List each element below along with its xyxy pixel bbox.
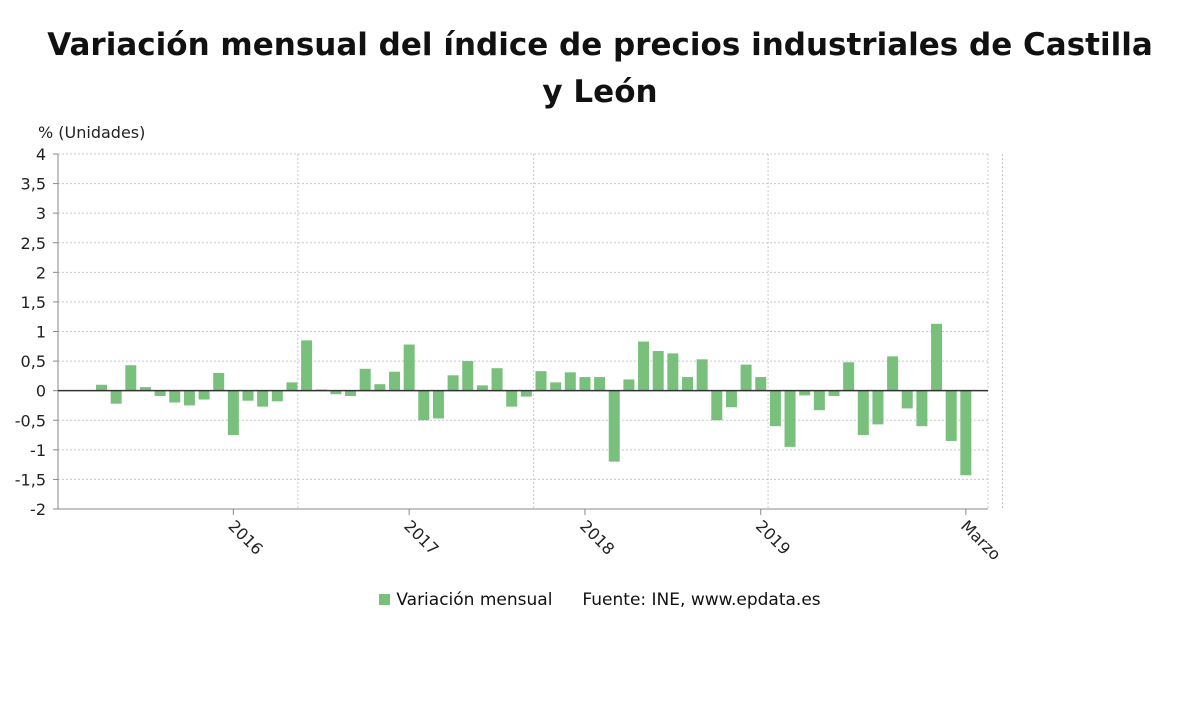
bar: [857, 390, 869, 436]
bar: [696, 359, 708, 391]
bar: [945, 390, 957, 441]
bar: [301, 340, 313, 391]
bar: [169, 390, 181, 403]
bar: [359, 368, 371, 391]
bar: [198, 390, 210, 400]
y-tick-label: 1,5: [21, 293, 46, 312]
grid-lines: [58, 153, 1003, 510]
y-axis-ticks: -2 -1,5 -1 -0,5 0 0,5 1 1,5 2 2,5 3 3,5 4: [15, 145, 58, 519]
x-axis-ticks: 2016 2017 2018 2019 Marzo: [225, 509, 1005, 564]
chart-title: Variación mensual del índice de precios …: [47, 27, 1153, 110]
bar: [682, 377, 693, 391]
bar: [389, 371, 400, 391]
bar: [403, 344, 415, 391]
bar: [784, 390, 796, 447]
y-tick-label: 3: [36, 204, 46, 223]
source-note: Fuente: INE, www.epdata.es: [582, 590, 821, 610]
bar: [213, 372, 225, 391]
bar: [154, 390, 166, 396]
bar: [227, 390, 239, 436]
bar: [564, 372, 576, 391]
bar: [916, 390, 928, 427]
bar: [125, 365, 137, 391]
bar: [96, 384, 107, 391]
y-tick-label: -2: [30, 500, 46, 519]
bar: [711, 390, 723, 421]
bar: [535, 371, 547, 391]
y-tick-label: 4: [36, 145, 46, 164]
x-tick-label: 2017: [400, 516, 442, 558]
bar: [345, 390, 357, 396]
bar: [608, 390, 620, 462]
x-tick-label: Marzo: [957, 516, 1005, 564]
y-tick-label: 2: [36, 263, 46, 282]
bar: [813, 390, 825, 411]
bar: [755, 377, 767, 391]
legend: Variación mensual Fuente: INE, www.epdata…: [0, 590, 1200, 610]
bar: [418, 390, 430, 421]
y-tick-label: -0,5: [15, 411, 46, 430]
bar: [506, 390, 518, 407]
legend-swatch: [379, 594, 391, 605]
bar: [374, 384, 386, 391]
bar: [432, 390, 444, 419]
x-tick-label: 2019: [752, 516, 794, 558]
y-tick-label: 0,5: [21, 352, 46, 371]
bar: [887, 356, 899, 391]
bar: [447, 375, 459, 391]
bar: [799, 390, 811, 396]
bar: [623, 379, 635, 391]
legend-series-label: Variación mensual: [396, 590, 553, 610]
bar: [828, 390, 840, 396]
bar: [139, 387, 151, 391]
bar: [286, 382, 298, 391]
bar: [476, 385, 488, 391]
y-tick-label: 1: [36, 323, 46, 342]
y-tick-label: -1: [30, 441, 46, 460]
bar: [594, 377, 606, 391]
y-axis-label: % (Unidades): [38, 123, 145, 142]
x-tick-label: 2018: [576, 516, 618, 558]
bar: [330, 390, 342, 395]
bar: [638, 341, 650, 391]
y-tick-label: -1,5: [15, 470, 46, 489]
bar: [843, 362, 855, 391]
bar-series: [96, 323, 972, 476]
bar: [242, 390, 254, 401]
x-tick-label: 2016: [225, 516, 267, 558]
bar: [901, 390, 913, 409]
bar: [271, 390, 283, 402]
bar: [725, 390, 737, 408]
bar: [872, 390, 884, 425]
y-tick-label: 3,5: [21, 175, 46, 194]
bar: [110, 390, 122, 404]
bar: [667, 353, 679, 391]
bar: [550, 382, 562, 391]
bar: [257, 390, 269, 407]
bar: [183, 390, 195, 406]
bar: [769, 390, 781, 427]
y-tick-label: 2,5: [21, 234, 46, 253]
bar: [740, 364, 752, 391]
y-tick-label: 0: [36, 382, 46, 401]
bar: [462, 361, 474, 391]
bar: [491, 368, 503, 391]
bar: [652, 351, 664, 391]
bar: [960, 390, 972, 476]
bar: [931, 323, 943, 391]
bar: [520, 390, 532, 397]
bar: [579, 377, 591, 391]
